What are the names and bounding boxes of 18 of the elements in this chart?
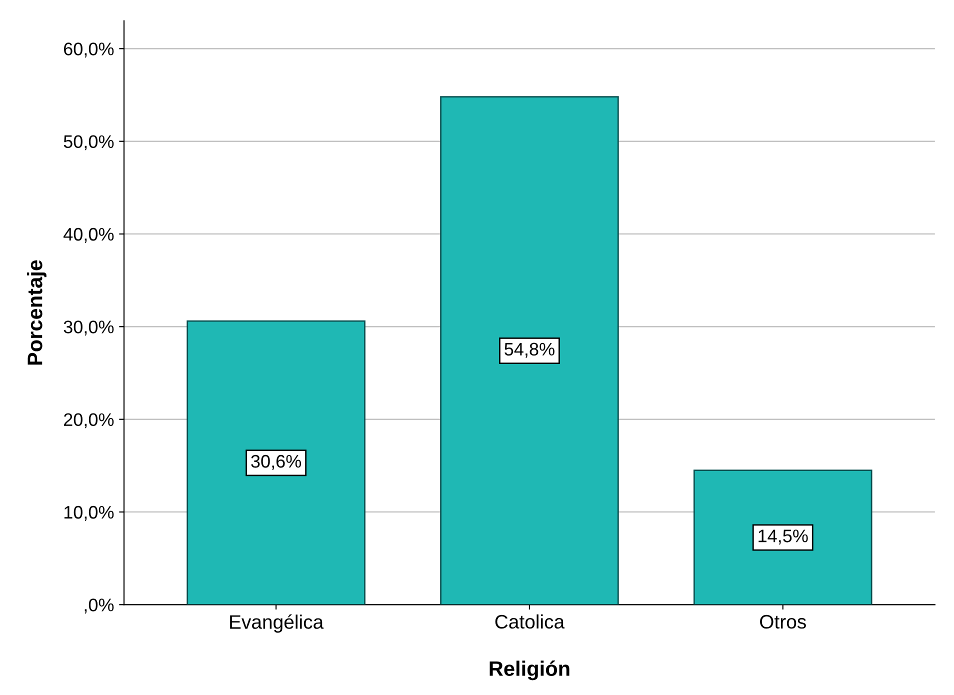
x-tick-label: Otros xyxy=(760,614,806,629)
y-axis-title: Porcentaje xyxy=(27,260,46,365)
y-tick-label: ,0% xyxy=(84,598,114,614)
y-tick-label: 40,0% xyxy=(64,228,114,243)
bar xyxy=(186,320,366,605)
x-tick-label: Catolica xyxy=(495,614,565,629)
x-tick-label: Evangélica xyxy=(230,614,324,633)
bar xyxy=(440,96,619,605)
y-tick-label: 20,0% xyxy=(64,413,114,428)
data-label: 30,6% xyxy=(251,454,302,470)
data-label: 54,8% xyxy=(504,342,554,358)
y-tick-label: 10,0% xyxy=(64,506,114,521)
bar xyxy=(693,470,872,605)
x-axis-title: Religión xyxy=(490,660,570,680)
y-tick-label: 60,0% xyxy=(64,42,114,58)
y-tick-label: 30,0% xyxy=(64,320,114,336)
y-tick-label: 50,0% xyxy=(64,135,114,150)
data-label: 14,5% xyxy=(758,530,808,544)
